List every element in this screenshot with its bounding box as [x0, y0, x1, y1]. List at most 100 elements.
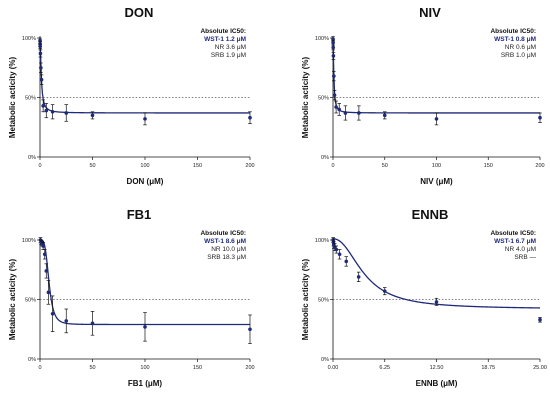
- ic50-heading: Absolute IC50:: [200, 230, 246, 237]
- data-point: [343, 111, 348, 115]
- data-point: [41, 104, 45, 108]
- x-tick-label: 100: [140, 365, 149, 371]
- x-tick-label: 50: [89, 163, 95, 169]
- ic50-nr: NR 3.6 μM: [215, 44, 246, 51]
- x-tick-label: 150: [193, 365, 202, 371]
- ic50-srb: SRB —: [514, 254, 536, 261]
- data-point: [64, 319, 69, 323]
- chart-panel-ennb: ENNB 0% 50% 100% 0.00 6.25 12.50 18.75 25.00 ENNB…: [301, 207, 547, 388]
- data-point: [332, 74, 336, 78]
- chart-title: DON: [125, 5, 154, 20]
- data-point: [143, 325, 147, 329]
- chart-title: ENNB: [412, 207, 449, 222]
- x-axis-label: DON (μM): [127, 177, 164, 186]
- ic50-nr: NR 0.6 μM: [505, 44, 536, 51]
- data-point: [42, 252, 47, 257]
- data-point: [382, 113, 387, 118]
- y-tick-label: 0%: [28, 357, 36, 363]
- x-tick-label: 18.75: [481, 365, 495, 371]
- y-tick-label: 50%: [318, 96, 329, 102]
- data-point: [538, 115, 542, 120]
- data-point: [38, 51, 43, 56]
- x-tick-label: 25.00: [533, 365, 547, 371]
- x-tick-label: 200: [245, 365, 254, 371]
- y-axis-label: Metabolic acticity (%): [8, 56, 17, 138]
- y-tick-label: 0%: [28, 155, 36, 161]
- chart-title: FB1: [127, 207, 152, 222]
- data-point: [382, 289, 387, 293]
- data-point: [39, 77, 44, 82]
- data-point: [357, 111, 361, 115]
- data-point: [334, 247, 339, 252]
- data-point: [334, 105, 338, 109]
- ic50-heading: Absolute IC50:: [490, 28, 536, 35]
- x-tick-label: 200: [535, 163, 544, 169]
- x-tick-label: 200: [245, 163, 254, 169]
- data-point: [337, 107, 342, 112]
- y-tick-label: 100%: [315, 238, 329, 244]
- data-point: [46, 290, 51, 295]
- x-tick-label: 100: [432, 163, 441, 169]
- data-point: [248, 327, 252, 332]
- ic50-wst1: WST-1 6.7 μM: [494, 238, 536, 245]
- chart-panel-niv: NIV 0% 50% 100% 0 50 100 150 200 NIV (μM) Metaboli…: [301, 5, 545, 186]
- y-tick-label: 50%: [25, 96, 36, 102]
- chart-title: NIV: [419, 5, 441, 20]
- x-tick-label: 150: [193, 163, 202, 169]
- data-point: [248, 115, 252, 120]
- data-point: [143, 117, 147, 121]
- ic50-wst1: WST-1 0.8 μM: [494, 36, 536, 43]
- data-point: [344, 259, 349, 264]
- x-tick-label: 100: [140, 163, 149, 169]
- y-axis-label: Metabolic acticity (%): [301, 258, 310, 340]
- data-point: [44, 108, 49, 113]
- data-point: [90, 113, 95, 118]
- x-tick-label: 6.25: [379, 365, 390, 371]
- ic50-wst1: WST-1 1.2 μM: [204, 36, 246, 43]
- x-tick-label: 50: [89, 365, 95, 371]
- chart-panel-don: DON 0% 50% 100% 0 50 100 150 200 DON (μM) Metaboli…: [8, 5, 255, 186]
- data-point: [434, 117, 439, 121]
- data-point: [39, 65, 43, 70]
- data-point: [434, 300, 439, 304]
- y-tick-label: 50%: [318, 298, 329, 304]
- y-tick-label: 100%: [22, 36, 36, 42]
- data-point: [331, 45, 336, 50]
- x-tick-label: 0: [38, 365, 41, 371]
- x-tick-label: 0: [331, 163, 334, 169]
- data-point: [90, 321, 95, 326]
- x-axis-label: NIV (μM): [420, 177, 453, 186]
- ic50-wst1: WST-1 8.6 μM: [204, 238, 246, 245]
- ic50-nr: NR 10.0 μM: [211, 246, 246, 253]
- ic50-heading: Absolute IC50:: [200, 28, 246, 35]
- data-point: [332, 93, 337, 97]
- ic50-srb: SRB 1.0 μM: [501, 52, 536, 59]
- data-point: [64, 111, 69, 115]
- data-point: [38, 44, 43, 49]
- y-tick-label: 0%: [321, 357, 329, 363]
- x-tick-label: 150: [484, 163, 493, 169]
- ic50-heading: Absolute IC50:: [490, 230, 536, 237]
- x-tick-label: 12.50: [430, 365, 444, 371]
- data-point: [41, 244, 45, 248]
- y-tick-label: 100%: [315, 36, 329, 42]
- ic50-srb: SRB 18.3 μM: [207, 254, 246, 261]
- x-tick-label: 0: [38, 163, 41, 169]
- x-axis-label: ENNB (μM): [416, 379, 458, 388]
- data-point: [44, 269, 49, 273]
- y-tick-label: 50%: [25, 298, 36, 304]
- data-point: [337, 252, 342, 257]
- chart-panel-fb1: FB1 0% 50% 100% 0 50 100 150 200 FB1 (μM) Metaboli…: [8, 207, 255, 388]
- data-point: [331, 54, 336, 58]
- y-tick-label: 0%: [321, 155, 329, 161]
- y-tick-label: 100%: [22, 238, 36, 244]
- data-point: [331, 40, 335, 45]
- ic50-srb: SRB 1.9 μM: [211, 52, 246, 59]
- data-point: [50, 109, 55, 114]
- data-point: [50, 311, 55, 316]
- y-axis-label: Metabolic acticity (%): [301, 56, 310, 138]
- x-tick-label: 0.00: [328, 365, 339, 371]
- x-tick-label: 50: [382, 163, 388, 169]
- x-axis-label: FB1 (μM): [128, 379, 163, 388]
